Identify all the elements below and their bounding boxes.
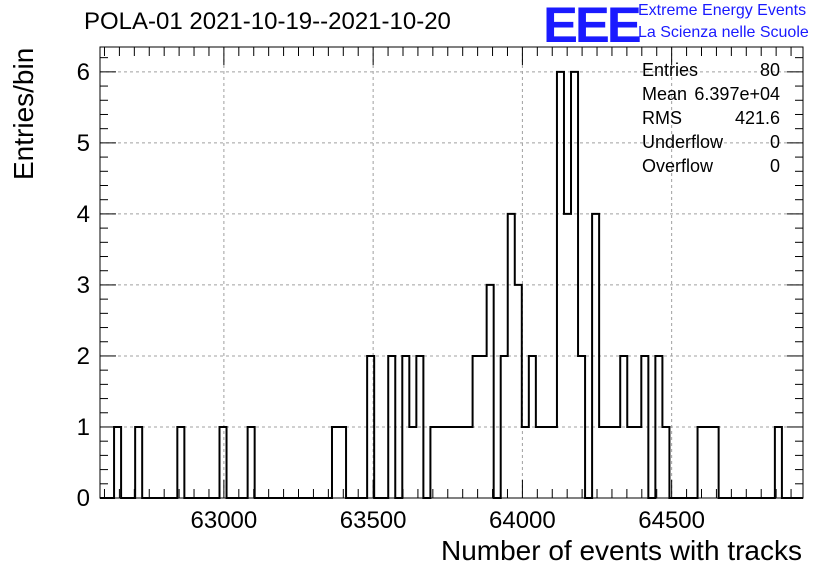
stats-label: Mean — [642, 84, 688, 104]
y-tick-label: 1 — [77, 414, 90, 441]
y-tick-label: 4 — [77, 201, 90, 228]
histogram-bin — [606, 427, 613, 498]
histogram-bin — [712, 427, 719, 498]
histogram-bin — [459, 427, 466, 498]
stats-value: 6.397e+04 — [694, 84, 780, 104]
stats-row-entries: Entries 80 — [642, 60, 780, 84]
histogram-bin — [409, 427, 416, 498]
y-tick-label: 2 — [77, 343, 90, 370]
stats-value: 0 — [769, 132, 780, 152]
histogram-bin — [487, 285, 494, 498]
logo-caption-line1: Extreme Energy Events — [638, 2, 807, 19]
histogram-bin — [114, 427, 121, 498]
histogram-outline — [100, 70, 803, 499]
x-tick-label: 64500 — [638, 507, 705, 534]
plot-frame — [99, 46, 804, 499]
stats-label: Underflow — [642, 132, 724, 152]
stats-label: Overflow — [642, 156, 714, 176]
x-tick-label: 64000 — [489, 507, 556, 534]
histogram-bin — [452, 427, 459, 498]
x-tick-label: 63500 — [340, 507, 407, 534]
y-tick-label: 5 — [77, 130, 90, 157]
histogram-bin — [550, 427, 557, 498]
histogram-bin — [177, 427, 184, 498]
y-tick-label: 6 — [77, 59, 90, 86]
histogram-bin — [220, 427, 227, 498]
histogram-bin — [437, 427, 444, 498]
histogram-bin — [599, 427, 606, 498]
y-tick-label: 3 — [77, 272, 90, 299]
histogram-bin — [627, 427, 634, 498]
axes: 0 1 2 3 4 5 6 63000 63500 64000 64500 — [77, 46, 804, 534]
eee-logo: EEE — [543, 0, 642, 53]
histogram-bin — [430, 427, 437, 498]
stats-value: 421.6 — [734, 108, 780, 128]
histogram-bin — [705, 427, 712, 498]
histogram-bin — [698, 427, 705, 498]
histogram-bin — [332, 427, 339, 498]
stats-label: RMS — [642, 108, 682, 128]
logo-caption-line2: La Scienza nelle Scuole — [638, 24, 809, 41]
histogram-bin — [248, 427, 255, 498]
histogram-bin — [135, 427, 142, 498]
stats-row-underflow: Underflow 0 — [642, 132, 780, 156]
stats-row-overflow: Overflow 0 — [642, 156, 780, 180]
histogram-bin — [536, 427, 543, 498]
stats-value: 0 — [769, 156, 780, 176]
stats-row-mean: Mean 6.397e+04 — [642, 84, 780, 108]
stats-row-rms: RMS 421.6 — [642, 108, 780, 132]
histogram-bars — [100, 70, 803, 499]
histogram-bin — [444, 427, 451, 498]
histogram-bin — [775, 427, 782, 498]
chart-title: POLA-01 2021-10-19--2021-10-20 — [84, 8, 451, 35]
stats-label: Entries — [642, 60, 699, 80]
stats-value: 80 — [759, 60, 780, 80]
histogram-bin — [613, 427, 620, 498]
histogram-bin — [543, 427, 550, 498]
histogram-bin — [662, 427, 669, 498]
histogram-bin — [339, 427, 346, 498]
histogram-bin — [466, 427, 473, 498]
y-tick-label: 0 — [77, 485, 90, 512]
stats-box: Entries 80 Mean 6.397e+04 RMS 421.6 Unde… — [642, 60, 780, 180]
x-axis-label: Number of events with tracks — [440, 535, 802, 566]
histogram-bin — [634, 427, 641, 498]
y-axis-label: Entries/bin — [8, 47, 39, 180]
x-tick-label: 63000 — [191, 507, 258, 534]
histogram-bin — [515, 285, 522, 498]
